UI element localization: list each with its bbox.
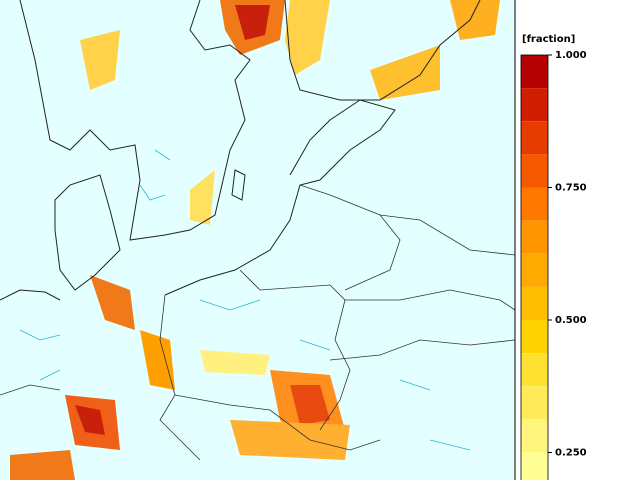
field-patch bbox=[10, 450, 75, 480]
colorbar-band bbox=[521, 452, 548, 480]
colorbar-band bbox=[521, 320, 548, 354]
field-patch bbox=[80, 30, 120, 90]
colorbar-band bbox=[521, 187, 548, 221]
contour bbox=[19, 149, 471, 451]
field-patch bbox=[290, 385, 330, 425]
border bbox=[379, 214, 516, 256]
colorbar-band bbox=[521, 353, 548, 387]
coastline bbox=[164, 99, 396, 296]
field-patch bbox=[370, 45, 440, 100]
border bbox=[299, 184, 401, 291]
field-patch bbox=[200, 350, 270, 375]
colorbar-band bbox=[521, 55, 548, 89]
map bbox=[0, 0, 516, 480]
border bbox=[0, 384, 61, 396]
colorbar-band bbox=[521, 88, 548, 122]
colorbar-tick-label: 0.500 bbox=[555, 315, 587, 326]
colorbar-title: [fraction] bbox=[522, 34, 575, 45]
coastline bbox=[19, 0, 251, 241]
field-patch bbox=[75, 405, 105, 435]
colorbar-band bbox=[521, 286, 548, 320]
colorbar-band bbox=[521, 419, 548, 453]
field-patch bbox=[140, 330, 175, 390]
field-patch bbox=[230, 420, 350, 460]
coastline bbox=[0, 289, 61, 301]
border bbox=[239, 269, 351, 431]
border bbox=[345, 289, 516, 311]
field-patch bbox=[235, 5, 270, 40]
coastline bbox=[231, 169, 246, 201]
border bbox=[159, 294, 201, 461]
colorbar-band bbox=[521, 220, 548, 254]
colorbar-frame bbox=[520, 54, 549, 480]
border bbox=[329, 339, 516, 361]
colorbar-band bbox=[521, 253, 548, 287]
colorbar-tick-label: 0.250 bbox=[555, 448, 587, 459]
coastline bbox=[54, 174, 121, 291]
colorbar-band bbox=[521, 154, 548, 188]
colorbar-tick-label: 0.750 bbox=[555, 183, 587, 194]
colorbar-tick-label: 1.000 bbox=[555, 50, 587, 61]
colorbar-band bbox=[521, 121, 548, 155]
border bbox=[174, 394, 381, 451]
field-patch bbox=[190, 170, 215, 225]
colorbar: [fraction] 1.000 0.750 0.500 0.250 bbox=[520, 34, 587, 480]
field-patch bbox=[285, 0, 330, 75]
coastline bbox=[284, 0, 481, 101]
field-patch bbox=[450, 0, 500, 40]
field-patch bbox=[90, 275, 135, 330]
colorbar-band bbox=[521, 386, 548, 420]
